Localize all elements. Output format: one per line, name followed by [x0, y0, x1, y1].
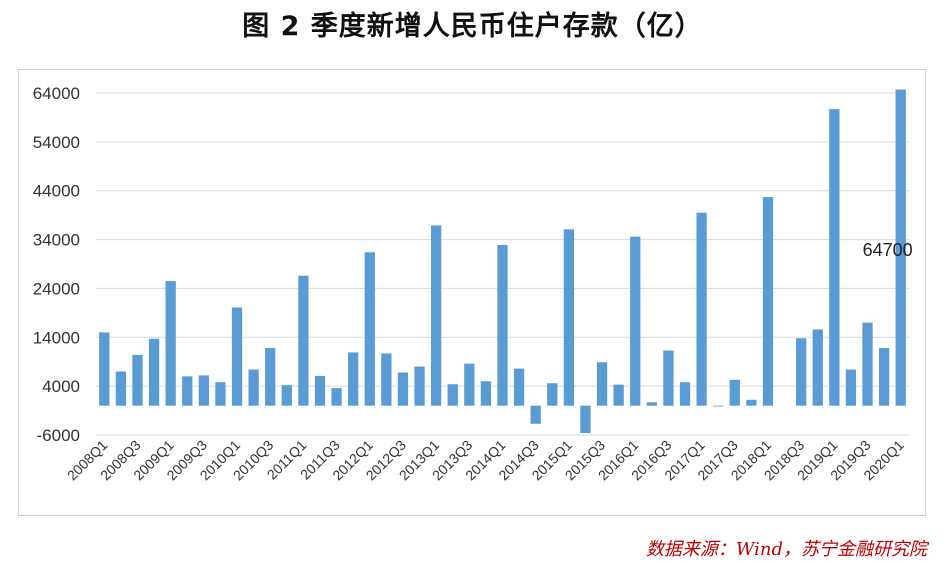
- chart-title: 图 2 季度新增人民币住户存款（亿）: [242, 11, 703, 42]
- bar: [115, 371, 127, 406]
- y-tick-label: 34000: [33, 231, 80, 250]
- bar: [596, 362, 608, 406]
- bar: [198, 375, 209, 406]
- bar: [663, 350, 674, 406]
- bar: [281, 385, 292, 406]
- y-tick-label: -6000: [37, 426, 80, 445]
- bar: [364, 252, 375, 406]
- y-tick-label: 54000: [33, 133, 80, 152]
- bar: [447, 384, 458, 406]
- y-tick-label: 14000: [33, 328, 80, 347]
- bar: [796, 338, 807, 406]
- bar: [530, 405, 541, 424]
- bar: [480, 381, 492, 406]
- bar: [148, 338, 160, 406]
- bar: [497, 244, 508, 406]
- bar: [430, 225, 442, 406]
- bar: [513, 368, 525, 406]
- bar: [314, 375, 326, 406]
- y-tick-label: 64000: [33, 84, 80, 103]
- y-tick-label: 24000: [33, 279, 80, 298]
- bar: [630, 236, 641, 406]
- bar: [298, 275, 309, 406]
- bar: [812, 329, 823, 406]
- bar: [862, 322, 873, 406]
- bar: [580, 405, 591, 434]
- bar: [895, 89, 906, 406]
- bar: [248, 369, 259, 406]
- bar: [265, 348, 276, 406]
- bar: [547, 383, 558, 406]
- chart-frame: [18, 69, 926, 516]
- bar: [829, 109, 840, 406]
- bar: [696, 212, 707, 406]
- bar: [331, 388, 342, 406]
- bar: [762, 197, 774, 406]
- bar: [679, 382, 691, 406]
- y-tick-label: 4000: [42, 377, 80, 396]
- bar: [215, 382, 226, 406]
- bar: [646, 402, 657, 406]
- bar: [99, 332, 110, 406]
- bar: [878, 348, 890, 406]
- bar: [845, 369, 857, 406]
- bar: [729, 379, 740, 406]
- bar: [348, 352, 359, 406]
- source-note: 数据来源：Wind，苏宁金融研究院: [645, 539, 927, 560]
- bar: [231, 307, 243, 406]
- bar: [464, 363, 475, 406]
- bar: [165, 281, 176, 406]
- y-tick-label: 44000: [33, 182, 80, 201]
- bar: [381, 353, 392, 406]
- bar: [182, 376, 193, 406]
- bar: [563, 229, 575, 406]
- data-label: 64700: [863, 240, 913, 260]
- bar: [414, 366, 425, 406]
- bar: [613, 384, 624, 406]
- bar: [746, 399, 757, 406]
- bar: [132, 354, 143, 406]
- bar: [397, 372, 409, 406]
- bar: [713, 405, 724, 407]
